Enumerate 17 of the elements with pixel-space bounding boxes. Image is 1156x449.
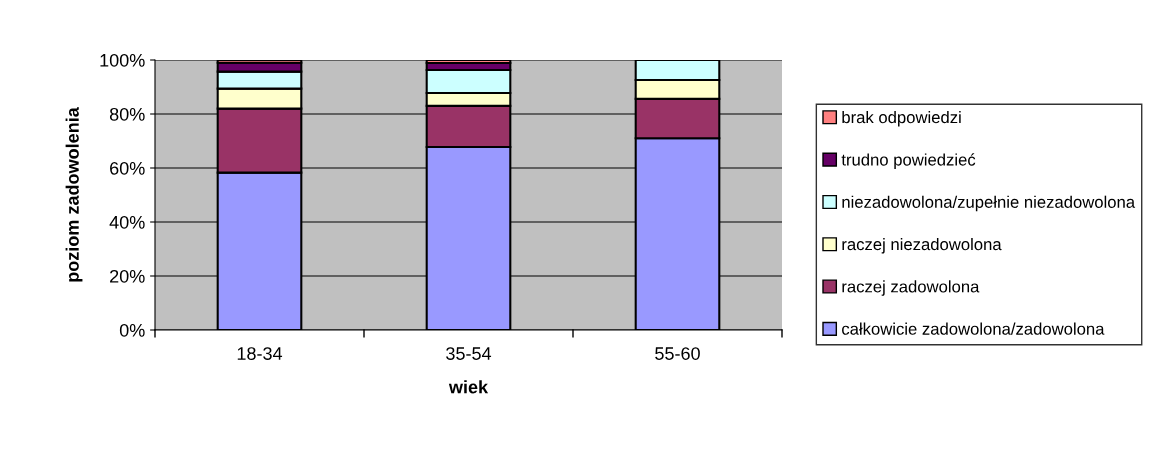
legend-label: całkowicie zadowolona/zadowolona [842, 322, 1105, 335]
legend-label: brak odpowiedzi [842, 110, 961, 127]
legend-label: niezadowolona/zupełnie niezadowolona [842, 195, 1136, 212]
y-tick-label: 0% [119, 323, 145, 337]
y-tick-label: 100% [100, 53, 145, 67]
y-tick-label: 20% [110, 269, 145, 283]
x-tick-label: 35-54 [446, 347, 492, 360]
x-tick-label: 55-60 [655, 347, 700, 360]
x-axis-title: wiek [448, 380, 489, 394]
x-tick-label: 18-34 [237, 347, 283, 360]
y-axis-title: poziom zadowolenia [65, 107, 83, 282]
legend-label: trudno powiedzieć [841, 153, 976, 169]
legend-label: raczej zadowolona [842, 280, 980, 296]
y-tick-label: 40% [109, 215, 145, 229]
y-tick-label: 60% [110, 161, 145, 175]
y-tick-label: 80% [109, 107, 145, 121]
legend-label: raczej niezadowolona [842, 237, 1002, 254]
